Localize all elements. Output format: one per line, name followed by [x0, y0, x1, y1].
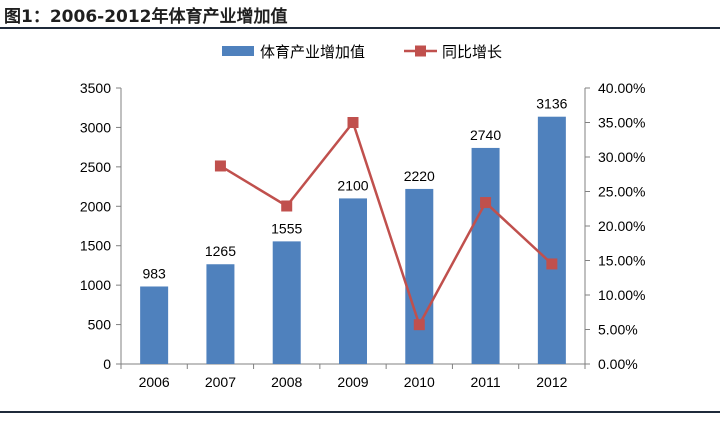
left-axis-tick-label: 3000 — [80, 119, 111, 135]
bar-2008 — [272, 241, 301, 364]
growth-point-2010 — [413, 319, 425, 331]
bar-value-label: 1555 — [271, 220, 302, 236]
right-axis-tick-label: 15.00% — [598, 253, 645, 269]
bar-2006 — [140, 286, 169, 364]
figure-title: 图1：2006-2012年体育产业增加值 — [4, 7, 288, 27]
bar-2007 — [206, 264, 235, 364]
growth-line — [219, 119, 553, 328]
x-axis-tick-label: 2009 — [337, 374, 368, 390]
growth-point-2011 — [480, 197, 492, 209]
bar-series — [140, 116, 566, 364]
bar-value-label: 2220 — [404, 168, 435, 184]
bar-value-label: 2740 — [470, 127, 501, 143]
left-axis-tick-label: 1000 — [80, 277, 111, 293]
right-axis-tick-label: 20.00% — [598, 218, 645, 234]
chart-axes: 0 500 1000 1500 2000 2500 3000 3500 0.00% 5.00% 10… — [80, 80, 646, 390]
left-axis-tick-label: 3500 — [80, 80, 111, 96]
x-axis-tick-label: 2012 — [536, 374, 567, 390]
bottom-rule — [0, 411, 720, 413]
bar-2009 — [339, 198, 367, 364]
bar-2010 — [405, 188, 434, 364]
legend-line-label: 同比增长 — [442, 44, 502, 61]
bar-data-labels: 983 1265 1555 2100 2220 2740 3136 — [142, 96, 567, 282]
x-axis-tick-label: 2010 — [404, 374, 435, 390]
right-axis-tick-label: 40.00% — [598, 80, 645, 96]
legend-bar-swatch — [222, 46, 254, 56]
bar-2012 — [537, 116, 566, 364]
right-axis-tick-label: 10.00% — [598, 287, 645, 303]
line-series — [214, 117, 558, 331]
x-axis-tick-label: 2006 — [139, 374, 170, 390]
left-axis-tick-label: 0 — [103, 356, 111, 372]
left-axis-tick-label: 1500 — [80, 238, 111, 254]
growth-point-2007 — [214, 160, 226, 172]
x-axis-tick-label: 2007 — [205, 374, 236, 390]
chart-legend: 体育产业增加值 同比增长 — [222, 44, 502, 61]
bar-value-label: 1265 — [205, 243, 236, 259]
top-rule — [0, 27, 720, 29]
growth-point-2008 — [281, 200, 293, 212]
right-axis-tick-label: 30.00% — [598, 149, 645, 165]
growth-point-2009 — [347, 117, 359, 128]
growth-point-2012 — [546, 258, 558, 270]
left-axis-tick-label: 2500 — [80, 159, 111, 175]
x-axis-tick-label: 2008 — [271, 374, 302, 390]
x-axis-tick-label: 2011 — [471, 374, 501, 390]
bar-value-label: 2100 — [337, 177, 368, 193]
legend-line-marker — [415, 45, 426, 57]
right-axis-tick-label: 5.00% — [598, 322, 638, 338]
right-axis-tick-label: 35.00% — [598, 115, 645, 131]
legend-bar-label: 体育产业增加值 — [260, 44, 365, 61]
bar-value-label: 983 — [142, 265, 166, 281]
right-axis-tick-label: 0.00% — [598, 356, 638, 372]
bar-value-label: 3136 — [536, 96, 567, 112]
right-axis-tick-label: 25.00% — [598, 184, 645, 200]
left-axis-tick-label: 2000 — [80, 198, 111, 214]
left-axis-tick-label: 500 — [88, 317, 112, 333]
bar-2011 — [471, 147, 500, 364]
